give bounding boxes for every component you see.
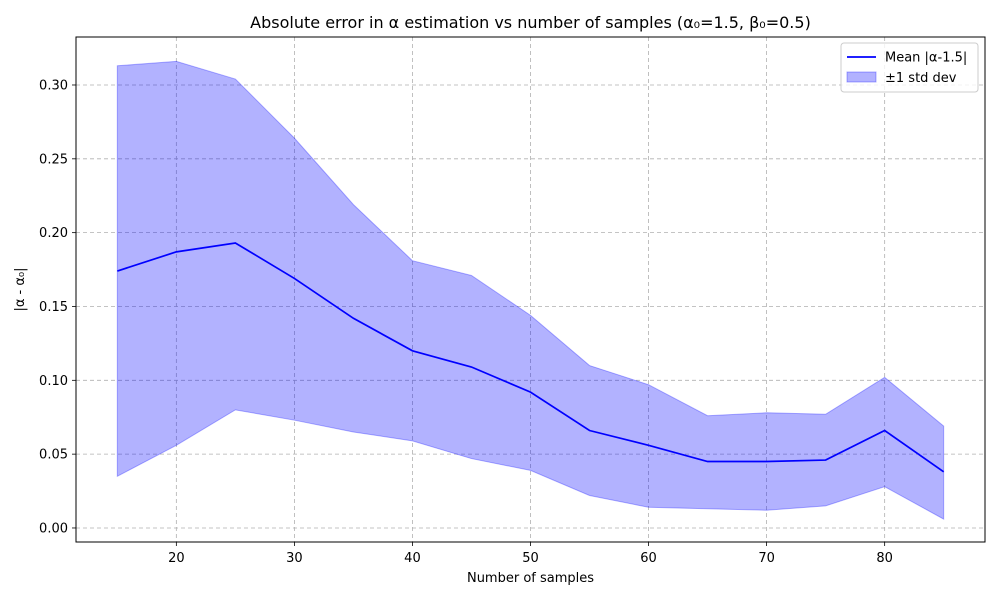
y-tick-label: 0.10 bbox=[39, 374, 68, 389]
y-tick-label: 0.20 bbox=[39, 226, 68, 241]
chart-title: Absolute error in α estimation vs number… bbox=[250, 13, 811, 32]
std-band-layer bbox=[116, 60, 945, 520]
x-axis-label: Number of samples bbox=[467, 571, 594, 586]
x-tick-label: 80 bbox=[876, 551, 893, 566]
x-tick-label: 30 bbox=[286, 551, 303, 566]
y-axis-label: |α - α₀| bbox=[13, 267, 28, 311]
std-band bbox=[116, 60, 945, 520]
y-axis-ticks: 0.00 0.05 0.10 0.15 0.20 0.25 0.30 bbox=[39, 78, 76, 536]
x-tick-label: 60 bbox=[640, 551, 657, 566]
grid bbox=[76, 37, 985, 542]
y-tick-label: 0.15 bbox=[39, 300, 68, 315]
mean-line-layer bbox=[117, 242, 945, 473]
x-tick-label: 40 bbox=[404, 551, 421, 566]
legend-box bbox=[840, 42, 979, 93]
y-tick-label: 0.25 bbox=[39, 152, 68, 167]
x-tick-label: 20 bbox=[168, 551, 185, 566]
legend: Mean |α-1.5| ±1 std dev bbox=[840, 42, 979, 93]
x-axis-ticks: 20 30 40 50 60 70 80 bbox=[168, 542, 893, 566]
x-tick-label: 50 bbox=[522, 551, 539, 566]
y-tick-label: 0.30 bbox=[39, 78, 68, 93]
legend-mean-label: Mean |α-1.5| bbox=[885, 51, 967, 66]
legend-band-swatch bbox=[846, 71, 877, 83]
mean-line bbox=[117, 242, 945, 473]
y-tick-label: 0.05 bbox=[39, 448, 68, 463]
legend-band-label: ±1 std dev bbox=[885, 71, 957, 86]
x-tick-label: 70 bbox=[758, 551, 775, 566]
y-tick-label: 0.00 bbox=[39, 521, 68, 536]
